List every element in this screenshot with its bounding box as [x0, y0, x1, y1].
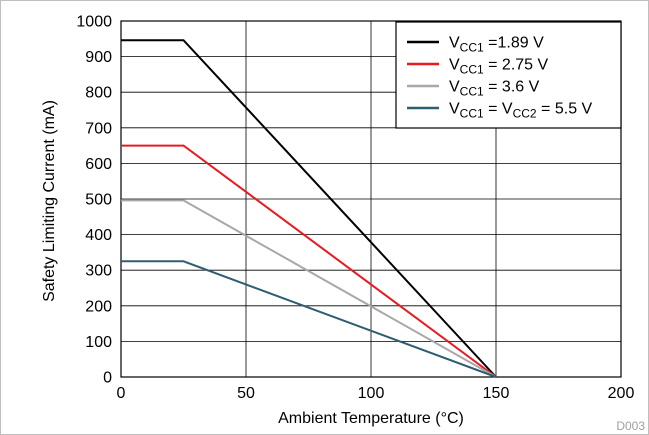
y-tick-label: 100	[85, 334, 112, 351]
legend-box	[395, 21, 622, 129]
plot-area: 0 50 100 150 200 0 100 200 300 400 500 600 700 800 900…	[76, 14, 634, 403]
legend-text-part: = V	[484, 101, 513, 118]
legend-label-1: VCC1 =1.89 V	[449, 35, 544, 55]
legend-text-part: V	[449, 101, 460, 118]
y-tick-label: 500	[85, 192, 112, 209]
series-line-1	[121, 39, 497, 378]
y-tick-label: 1000	[76, 14, 112, 31]
y-tick-label: 400	[85, 227, 112, 244]
y-tick-label: 300	[85, 263, 112, 280]
legend-label-3: VCC1 = 3.6 V	[449, 79, 540, 99]
y-tick-label: 0	[103, 370, 112, 387]
legend-text-part: CC2	[513, 107, 537, 121]
x-tick-label: 100	[358, 385, 385, 402]
legend-text-part: = 5.5 V	[537, 101, 593, 118]
legend-label-4: VCC1 = VCC2 = 5.5 V	[449, 101, 593, 121]
x-tick-label: 0	[117, 385, 126, 402]
legend-text-part: CC1	[460, 107, 484, 121]
series-line-2	[121, 144, 497, 378]
y-axis-label: Safety Limiting Current (mA)	[41, 100, 58, 302]
y-tick-label: 900	[85, 49, 112, 66]
legend-text-part: CC1	[460, 41, 484, 55]
legend-text-part: V	[449, 57, 460, 74]
figure-id: D003	[616, 419, 645, 433]
y-tick-label: 700	[85, 120, 112, 137]
y-tick-label: 600	[85, 156, 112, 173]
legend-text-part: = 2.75 V	[484, 57, 549, 74]
legend-text-part: V	[449, 35, 460, 52]
legend-text-part: CC1	[460, 85, 484, 99]
x-tick-label: 50	[237, 385, 255, 402]
series-line-4	[121, 260, 497, 378]
x-tick-label: 200	[608, 385, 635, 402]
legend-text-part: V	[449, 79, 460, 96]
y-tick-label: 200	[85, 298, 112, 315]
x-axis-label: Ambient Temperature (°C)	[278, 410, 464, 427]
series-line-3	[121, 199, 497, 378]
legend-text-part: =1.89 V	[484, 35, 544, 52]
legend-text-part: = 3.6 V	[484, 79, 540, 96]
y-tick-label: 800	[85, 85, 112, 102]
legend-label-2: VCC1 = 2.75 V	[449, 57, 549, 77]
x-tick-label: 150	[483, 385, 510, 402]
plot-border	[120, 20, 622, 378]
legend-text-part: CC1	[460, 63, 484, 77]
